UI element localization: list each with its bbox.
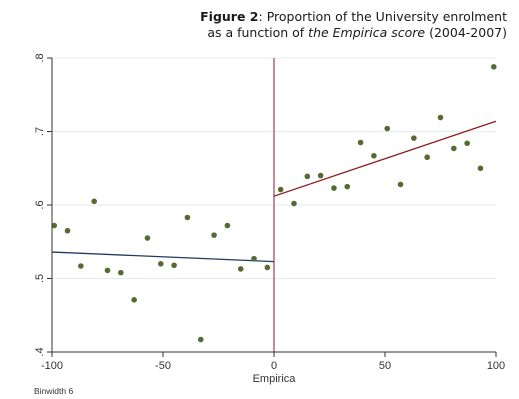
caption-line-1: Figure 2: Proportion of the University e… (200, 9, 507, 25)
caption-line-2: as a function of the Empirica score (200… (200, 25, 507, 41)
data-points (51, 64, 497, 343)
data-point (411, 135, 417, 141)
x-tick-label: -50 (155, 360, 171, 372)
x-tick-label: 50 (379, 360, 391, 372)
data-point (277, 186, 284, 193)
data-point (464, 140, 470, 147)
figure-label: Figure 2 (200, 9, 259, 24)
data-point (224, 222, 231, 229)
x-axis-label: Empirica (253, 373, 297, 385)
data-point (171, 262, 177, 269)
caption-subtitle-italic: the Empirica score (308, 25, 426, 40)
data-point (211, 232, 217, 238)
caption-subtitle-post: (2004-2007) (425, 25, 507, 40)
data-point (490, 64, 497, 70)
caption-subtitle-pre: as a function of (207, 25, 309, 40)
data-point (304, 173, 311, 180)
data-point (424, 154, 430, 161)
x-tick-label: -100 (41, 360, 63, 372)
data-point (144, 235, 151, 241)
fit-line (51, 251, 275, 263)
data-point (197, 336, 204, 343)
fit-line (273, 120, 497, 197)
data-point (78, 263, 84, 269)
data-point (184, 214, 191, 221)
tick-marks: -100 -50 0 50 100 .4 .5 .6 .7 .8 (34, 53, 505, 372)
data-point (357, 139, 364, 146)
data-point (291, 200, 297, 207)
data-point (131, 297, 137, 303)
data-point (344, 183, 351, 190)
x-tick-label: 0 (271, 360, 277, 372)
y-tick-label: .4 (34, 347, 46, 356)
data-point (118, 269, 124, 276)
data-point (64, 227, 71, 234)
y-tick-label: .5 (34, 274, 46, 283)
y-tick-label: .7 (34, 127, 46, 136)
data-point (451, 145, 457, 152)
binwidth-note: Binwidth 6 (34, 386, 73, 396)
data-point (331, 185, 337, 191)
data-point (397, 181, 404, 188)
data-point (91, 198, 97, 205)
x-tick-label: 100 (487, 360, 505, 372)
data-point (477, 165, 484, 172)
data-point (264, 264, 271, 271)
figure-caption: Figure 2: Proportion of the University e… (200, 9, 507, 41)
data-point (384, 125, 391, 132)
y-tick-label: .6 (34, 200, 46, 209)
caption-title-rest: : Proportion of the University enrolment (258, 9, 507, 24)
data-point (317, 172, 324, 179)
data-point (104, 267, 111, 274)
data-point (51, 222, 58, 229)
data-point (157, 261, 164, 267)
data-point (251, 255, 257, 262)
fit-lines (51, 120, 497, 263)
y-tick-label: .8 (34, 53, 46, 62)
data-point (371, 152, 377, 159)
data-point (437, 114, 444, 121)
data-point (237, 266, 244, 272)
